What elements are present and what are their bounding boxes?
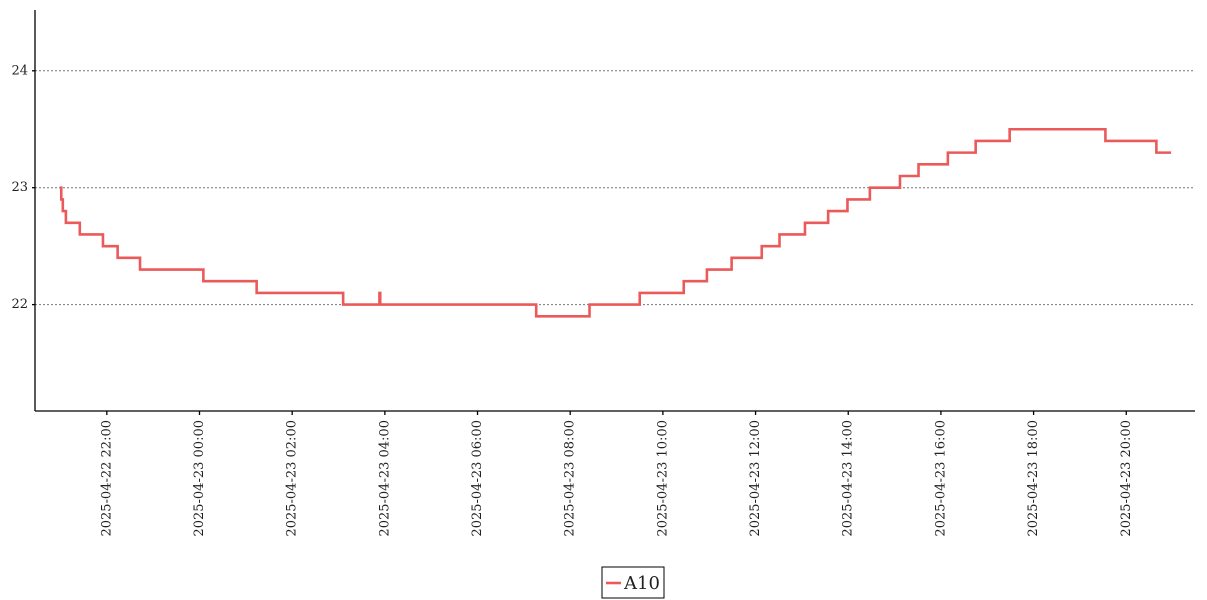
x-tick-label: 2025-04-23 10:00	[655, 420, 670, 537]
y-tick-label: 22	[11, 297, 28, 312]
x-tick-label: 2025-04-23 18:00	[1026, 420, 1041, 537]
data-line	[59, 127, 1172, 318]
x-tick-label: 2025-04-23 08:00	[563, 420, 578, 537]
x-tick-label: 2025-04-23 06:00	[470, 420, 485, 537]
x-tick-label: 2025-04-23 04:00	[377, 420, 392, 537]
y-tick-label: 24	[11, 63, 28, 78]
x-tick-label: 2025-04-23 14:00	[841, 420, 856, 537]
x-tick-label: 2025-04-23 16:00	[933, 420, 948, 537]
x-tick-label: 2025-04-23 02:00	[285, 420, 300, 537]
y-tick-label: 23	[11, 180, 28, 195]
x-tick-label: 2025-04-23 12:00	[748, 420, 763, 537]
x-tick-label: 2025-04-23 20:00	[1119, 420, 1134, 537]
x-tick-label: 2025-04-23 00:00	[192, 420, 207, 537]
x-tick-label: 2025-04-22 22:00	[99, 420, 114, 537]
legend-label: A10	[623, 573, 660, 594]
